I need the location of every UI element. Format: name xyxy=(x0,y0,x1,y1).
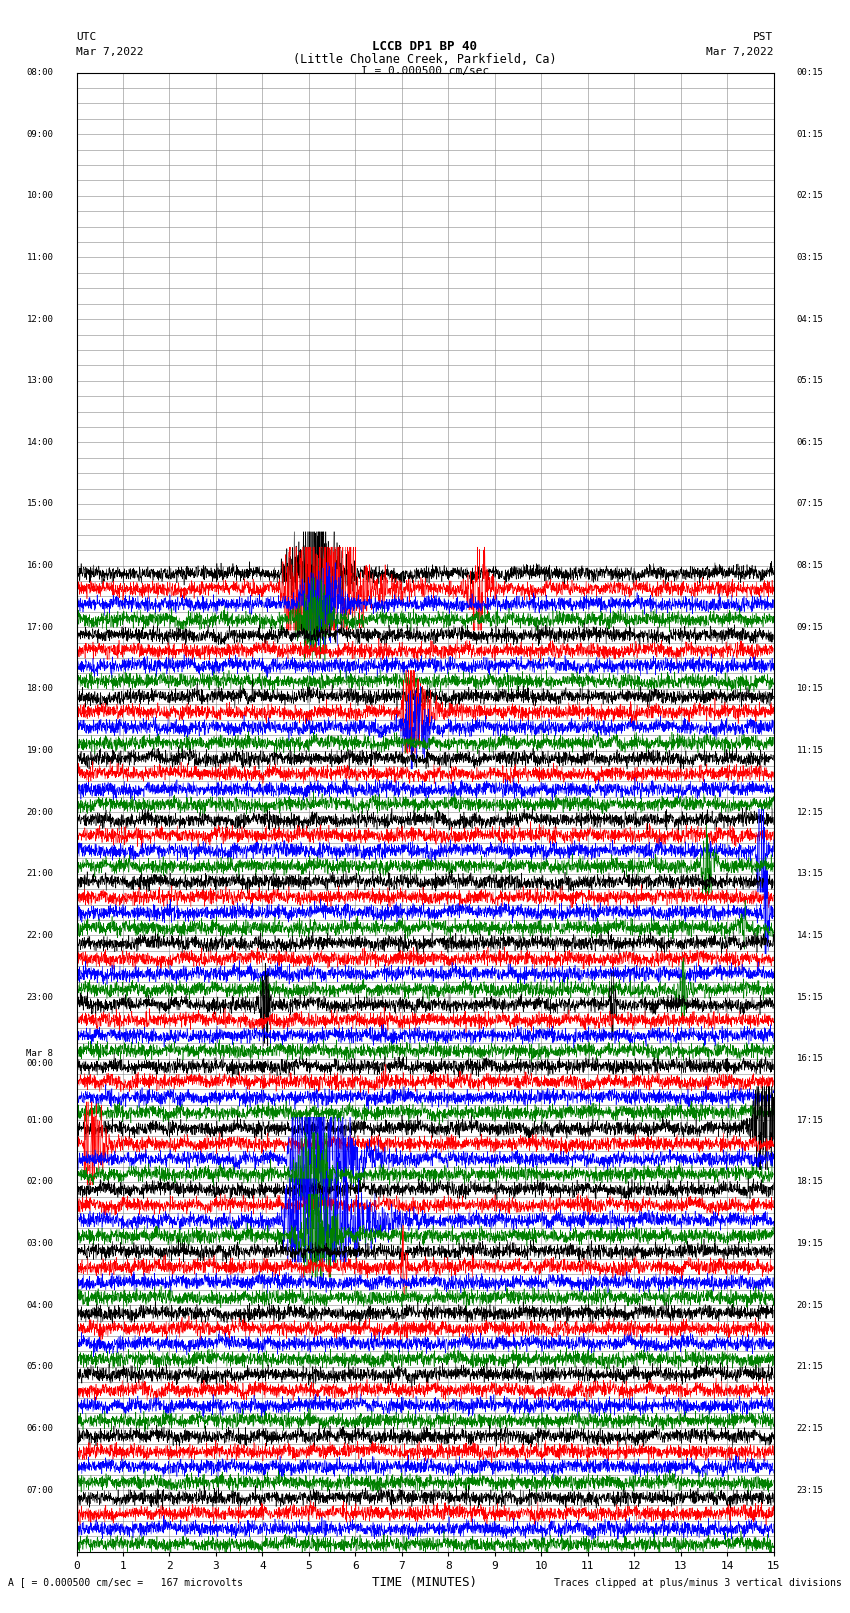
Text: Mar 7,2022: Mar 7,2022 xyxy=(706,47,774,56)
Text: 22:15: 22:15 xyxy=(796,1424,824,1432)
Text: 12:15: 12:15 xyxy=(796,808,824,816)
Text: A [ = 0.000500 cm/sec =   167 microvolts: A [ = 0.000500 cm/sec = 167 microvolts xyxy=(8,1578,243,1587)
Text: 15:00: 15:00 xyxy=(26,500,54,508)
Text: Traces clipped at plus/minus 3 vertical divisions: Traces clipped at plus/minus 3 vertical … xyxy=(553,1578,842,1587)
Text: 12:00: 12:00 xyxy=(26,315,54,324)
Text: 21:00: 21:00 xyxy=(26,869,54,877)
Text: 06:15: 06:15 xyxy=(796,437,824,447)
Text: 05:15: 05:15 xyxy=(796,376,824,386)
Text: 02:00: 02:00 xyxy=(26,1177,54,1187)
Text: 21:15: 21:15 xyxy=(796,1363,824,1371)
Text: 06:00: 06:00 xyxy=(26,1424,54,1432)
Text: 17:15: 17:15 xyxy=(796,1116,824,1124)
Text: 07:00: 07:00 xyxy=(26,1486,54,1495)
Text: 13:00: 13:00 xyxy=(26,376,54,386)
Text: 23:15: 23:15 xyxy=(796,1486,824,1495)
Text: 01:00: 01:00 xyxy=(26,1116,54,1124)
Text: 16:15: 16:15 xyxy=(796,1055,824,1063)
Text: 10:00: 10:00 xyxy=(26,192,54,200)
Text: 19:15: 19:15 xyxy=(796,1239,824,1248)
Text: 11:00: 11:00 xyxy=(26,253,54,261)
Text: Mar 8
00:00: Mar 8 00:00 xyxy=(26,1048,54,1068)
Text: 03:00: 03:00 xyxy=(26,1239,54,1248)
Text: Mar 7,2022: Mar 7,2022 xyxy=(76,47,144,56)
Text: 11:15: 11:15 xyxy=(796,747,824,755)
Text: 22:00: 22:00 xyxy=(26,931,54,940)
Text: 14:15: 14:15 xyxy=(796,931,824,940)
Text: 03:15: 03:15 xyxy=(796,253,824,261)
Text: 00:15: 00:15 xyxy=(796,68,824,77)
Text: 04:00: 04:00 xyxy=(26,1300,54,1310)
Text: 18:00: 18:00 xyxy=(26,684,54,694)
Text: 07:15: 07:15 xyxy=(796,500,824,508)
Text: PST: PST xyxy=(753,32,774,42)
Text: 04:15: 04:15 xyxy=(796,315,824,324)
Text: 20:15: 20:15 xyxy=(796,1300,824,1310)
Text: UTC: UTC xyxy=(76,32,97,42)
Text: (Little Cholane Creek, Parkfield, Ca): (Little Cholane Creek, Parkfield, Ca) xyxy=(293,53,557,66)
Text: 23:00: 23:00 xyxy=(26,992,54,1002)
Text: 08:15: 08:15 xyxy=(796,561,824,569)
Text: 20:00: 20:00 xyxy=(26,808,54,816)
Text: 18:15: 18:15 xyxy=(796,1177,824,1187)
Text: 05:00: 05:00 xyxy=(26,1363,54,1371)
Text: 13:15: 13:15 xyxy=(796,869,824,877)
Text: I = 0.000500 cm/sec: I = 0.000500 cm/sec xyxy=(361,66,489,76)
Text: 09:00: 09:00 xyxy=(26,129,54,139)
Text: 15:15: 15:15 xyxy=(796,992,824,1002)
Text: 14:00: 14:00 xyxy=(26,437,54,447)
Text: LCCB DP1 BP 40: LCCB DP1 BP 40 xyxy=(372,40,478,53)
Text: 19:00: 19:00 xyxy=(26,747,54,755)
Text: 09:15: 09:15 xyxy=(796,623,824,632)
Text: 02:15: 02:15 xyxy=(796,192,824,200)
Text: 01:15: 01:15 xyxy=(796,129,824,139)
X-axis label: TIME (MINUTES): TIME (MINUTES) xyxy=(372,1576,478,1589)
Text: 08:00: 08:00 xyxy=(26,68,54,77)
Text: 16:00: 16:00 xyxy=(26,561,54,569)
Text: 10:15: 10:15 xyxy=(796,684,824,694)
Text: 17:00: 17:00 xyxy=(26,623,54,632)
